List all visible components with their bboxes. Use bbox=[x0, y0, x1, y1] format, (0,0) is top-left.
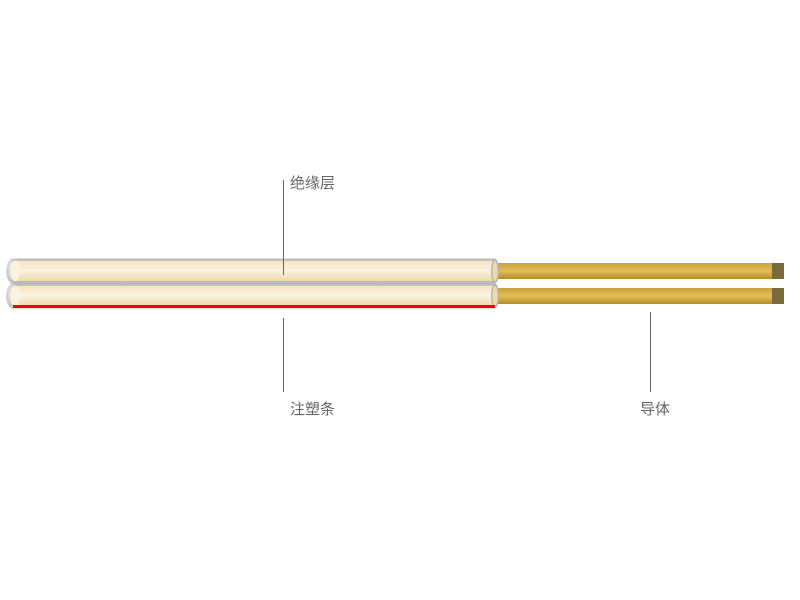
leader-conductor bbox=[650, 312, 651, 392]
label-molded-strip: 注塑条 bbox=[290, 398, 335, 419]
label-conductor: 导体 bbox=[640, 398, 670, 419]
cable-diagram bbox=[0, 0, 800, 600]
leader-molded-strip bbox=[283, 318, 284, 392]
label-insulation: 绝缘层 bbox=[290, 172, 335, 193]
leader-insulation bbox=[283, 180, 284, 275]
